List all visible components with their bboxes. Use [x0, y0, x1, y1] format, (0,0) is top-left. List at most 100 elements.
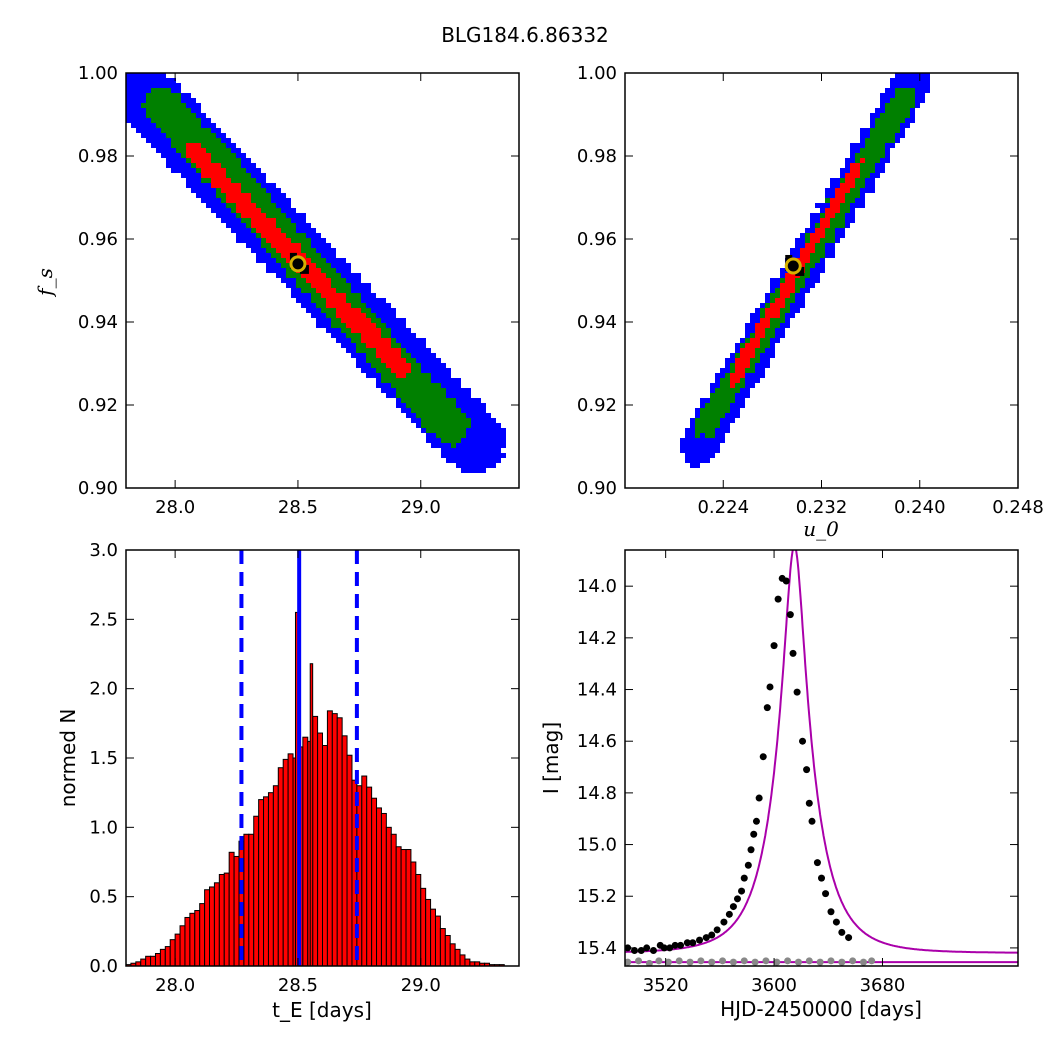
heatmap-cell [825, 213, 830, 218]
heatmap-cell [875, 133, 880, 138]
heatmap-cell [166, 123, 171, 128]
heatmap-cell [236, 163, 241, 168]
heatmap-cell [695, 408, 700, 413]
heatmap-cell [371, 308, 376, 313]
heatmap-cell [486, 463, 491, 468]
data-point [808, 817, 816, 825]
heatmap-cell [351, 328, 356, 333]
heatmap-cell [196, 173, 201, 178]
heatmap-cell [805, 253, 810, 258]
heatmap-cell [715, 408, 720, 413]
heatmap-cell [336, 278, 341, 283]
heatmap-cell [755, 378, 760, 383]
heatmap-cell [680, 443, 685, 448]
heatmap-cell [416, 393, 421, 398]
heatmap-cell [401, 353, 406, 358]
heatmap-cell [875, 123, 880, 128]
heatmap-cell [221, 143, 226, 148]
heatmap-cell [261, 183, 266, 188]
heatmap-cell [191, 128, 196, 133]
heatmap-cell [371, 368, 376, 373]
heatmap-cell [870, 173, 875, 178]
heatmap-cell [421, 388, 426, 393]
heatmap-cell [286, 208, 291, 213]
heatmap-cell [191, 173, 196, 178]
heatmap-cell [855, 173, 860, 178]
heatmap-cell [775, 283, 780, 288]
heatmap-cell [456, 453, 461, 458]
heatmap-cell [710, 443, 715, 448]
heatmap-cell [191, 163, 196, 168]
heatmap-cell [805, 243, 810, 248]
heatmap-cell [895, 118, 900, 123]
heatmap-cell [391, 343, 396, 348]
histogram-bar [150, 955, 156, 967]
heatmap-cell [391, 308, 396, 313]
heatmap-cell [820, 258, 825, 263]
heatmap-cell [765, 348, 770, 353]
histogram-bar [464, 958, 471, 967]
heatmap-cell [725, 398, 730, 403]
data-point [630, 946, 638, 954]
heatmap-cell [276, 188, 281, 193]
heatmap-cell [296, 283, 301, 288]
data-point [660, 944, 668, 952]
heatmap-cell [426, 358, 431, 363]
histogram-bar [267, 792, 274, 967]
heatmap-cell [501, 433, 506, 438]
heatmap-cell [765, 338, 770, 343]
heatmap-cell [206, 168, 211, 173]
heatmap-cell [416, 353, 421, 358]
x-tick-label: 0.240 [894, 497, 946, 518]
heatmap-cell [426, 428, 431, 433]
heatmap-cell [815, 233, 820, 238]
heatmap-cell [905, 118, 910, 123]
heatmap-cell [126, 83, 131, 88]
data-point [708, 931, 716, 939]
heatmap-cell [236, 228, 241, 233]
heatmap-cell [421, 383, 426, 388]
heatmap-cell [770, 288, 775, 293]
heatmap-cell [161, 118, 166, 123]
heatmap-cell [870, 133, 875, 138]
heatmap-cell [311, 293, 316, 298]
heatmap-cell [765, 318, 770, 323]
heatmap-cell [426, 433, 431, 438]
heatmap-cell [281, 228, 286, 233]
heatmap-cell [311, 283, 316, 288]
heatmap-cell [131, 88, 136, 93]
heatmap-cell [271, 183, 276, 188]
heatmap-cell [331, 288, 336, 293]
faint-data-point [686, 958, 694, 966]
heatmap-cell [705, 423, 710, 428]
heatmap-cell [356, 338, 361, 343]
heatmap-cell [226, 223, 231, 228]
heatmap-cell [366, 323, 371, 328]
heatmap-cell [720, 383, 725, 388]
heatmap-cell [426, 408, 431, 413]
heatmap-cell [850, 178, 855, 183]
heatmap-cell [206, 148, 211, 153]
heatmap-cell [286, 278, 291, 283]
heatmap-cell [171, 128, 176, 133]
heatmap-cell [206, 183, 211, 188]
heatmap-cell [271, 233, 276, 238]
heatmap-cell [166, 88, 171, 93]
heatmap-cell [251, 223, 256, 228]
heatmap-cell [286, 238, 291, 243]
heatmap-cell [825, 203, 830, 208]
data-point [789, 649, 797, 657]
heatmap-cell [301, 243, 306, 248]
heatmap-cell [291, 248, 296, 253]
histogram-bar [253, 815, 260, 967]
data-point [759, 753, 767, 761]
heatmap-cell [161, 138, 166, 143]
heatmap-cell [830, 178, 835, 183]
heatmap-cell [705, 403, 710, 408]
heatmap-cell [306, 248, 311, 253]
heatmap-cell [161, 83, 166, 88]
heatmap-cell [281, 268, 286, 273]
heatmap-cell [446, 418, 451, 423]
heatmap-cell [396, 333, 401, 338]
histogram-bar [405, 849, 412, 967]
